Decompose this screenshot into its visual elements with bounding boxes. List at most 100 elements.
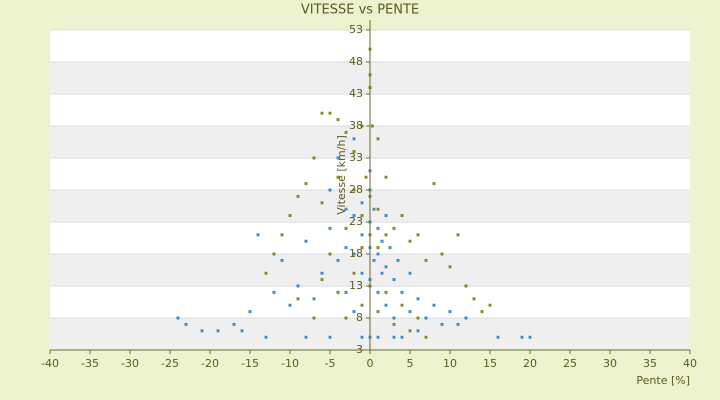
point: [456, 322, 460, 326]
point: [424, 335, 428, 339]
x-tick-label: -40: [41, 357, 59, 370]
point: [408, 310, 412, 314]
point: [360, 335, 364, 339]
point: [432, 303, 436, 307]
x-axis-label: Pente [%]: [636, 374, 690, 387]
point: [408, 271, 412, 275]
point: [216, 329, 220, 333]
point: [416, 233, 420, 237]
point: [372, 207, 376, 211]
point: [400, 214, 404, 218]
point: [370, 124, 374, 128]
point: [392, 335, 396, 339]
x-tick-label: -25: [161, 357, 179, 370]
point: [304, 239, 308, 243]
point: [320, 278, 324, 282]
y-tick-label: 18: [349, 247, 363, 260]
point: [400, 303, 404, 307]
point: [312, 316, 316, 320]
point: [360, 124, 364, 128]
point: [352, 137, 356, 141]
point: [288, 303, 292, 307]
point: [392, 322, 396, 326]
point: [256, 233, 260, 237]
point: [392, 278, 396, 282]
y-tick-label: 23: [349, 215, 363, 228]
point: [296, 297, 300, 301]
point: [388, 246, 392, 250]
point: [288, 214, 292, 218]
x-tick-label: 15: [483, 357, 497, 370]
point: [312, 156, 316, 160]
point: [336, 156, 340, 160]
point: [376, 137, 380, 141]
point: [328, 252, 332, 256]
point: [456, 233, 460, 237]
point: [416, 316, 420, 320]
point: [520, 335, 524, 339]
x-tick-label: 20: [523, 357, 537, 370]
point: [464, 316, 468, 320]
point: [344, 130, 348, 134]
point: [384, 214, 388, 218]
point: [360, 271, 364, 275]
point: [296, 194, 300, 198]
y-tick-label: 8: [356, 311, 363, 324]
x-tick-label: -5: [325, 357, 336, 370]
point: [416, 329, 420, 333]
point: [280, 233, 284, 237]
point: [448, 265, 452, 269]
point: [352, 271, 356, 275]
point: [400, 290, 404, 294]
point: [304, 335, 308, 339]
point: [400, 335, 404, 339]
x-tick-label: -30: [121, 357, 139, 370]
point: [264, 271, 268, 275]
point: [440, 252, 444, 256]
point: [272, 252, 276, 256]
point: [408, 239, 412, 243]
x-tick-label: 35: [643, 357, 657, 370]
x-tick-label: -20: [201, 357, 219, 370]
point: [352, 214, 356, 218]
y-tick-label: 43: [349, 87, 363, 100]
point: [328, 188, 332, 192]
point: [440, 322, 444, 326]
point: [384, 265, 388, 269]
point: [304, 182, 308, 186]
point: [496, 335, 500, 339]
chart-title: VITESSE vs PENTE: [301, 3, 419, 18]
point: [336, 175, 340, 179]
y-tick-label: 48: [349, 55, 363, 68]
point: [376, 290, 380, 294]
point: [232, 322, 236, 326]
x-tick-label: 25: [563, 357, 577, 370]
point: [360, 214, 364, 218]
y-tick-label: 28: [349, 183, 363, 196]
point: [352, 150, 356, 154]
point: [248, 310, 252, 314]
point: [344, 226, 348, 230]
point: [352, 252, 356, 256]
y-tick-label: 13: [349, 279, 363, 292]
point: [380, 239, 384, 243]
point: [488, 303, 492, 307]
point: [296, 284, 300, 288]
point: [320, 111, 324, 115]
point: [320, 201, 324, 205]
point: [200, 329, 204, 333]
point: [360, 233, 364, 237]
x-tick-label: 40: [683, 357, 697, 370]
y-tick-label: 53: [349, 23, 363, 36]
y-tick-label: 33: [349, 151, 363, 164]
point: [384, 175, 388, 179]
point: [392, 226, 396, 230]
x-tick-label: 10: [443, 357, 457, 370]
point: [352, 188, 356, 192]
x-tick-label: -10: [281, 357, 299, 370]
point: [336, 118, 340, 122]
y-tick-label: 38: [349, 119, 363, 132]
point: [344, 316, 348, 320]
point: [376, 207, 380, 211]
